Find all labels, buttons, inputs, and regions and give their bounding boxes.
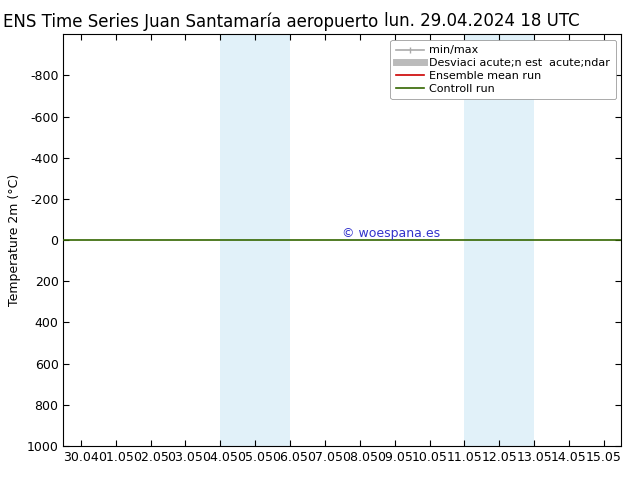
Y-axis label: Temperature 2m (°C): Temperature 2m (°C) xyxy=(8,174,21,306)
Bar xyxy=(500,34,534,446)
Bar xyxy=(255,34,290,446)
Text: ENS Time Series Juan Santamaría aeropuerto: ENS Time Series Juan Santamaría aeropuer… xyxy=(3,12,378,31)
Text: lun. 29.04.2024 18 UTC: lun. 29.04.2024 18 UTC xyxy=(384,12,579,30)
Bar xyxy=(464,34,500,446)
Text: © woespana.es: © woespana.es xyxy=(342,227,441,240)
Bar xyxy=(221,34,255,446)
Legend: min/max, Desviaci acute;n est  acute;ndar, Ensemble mean run, Controll run: min/max, Desviaci acute;n est acute;ndar… xyxy=(391,40,616,99)
